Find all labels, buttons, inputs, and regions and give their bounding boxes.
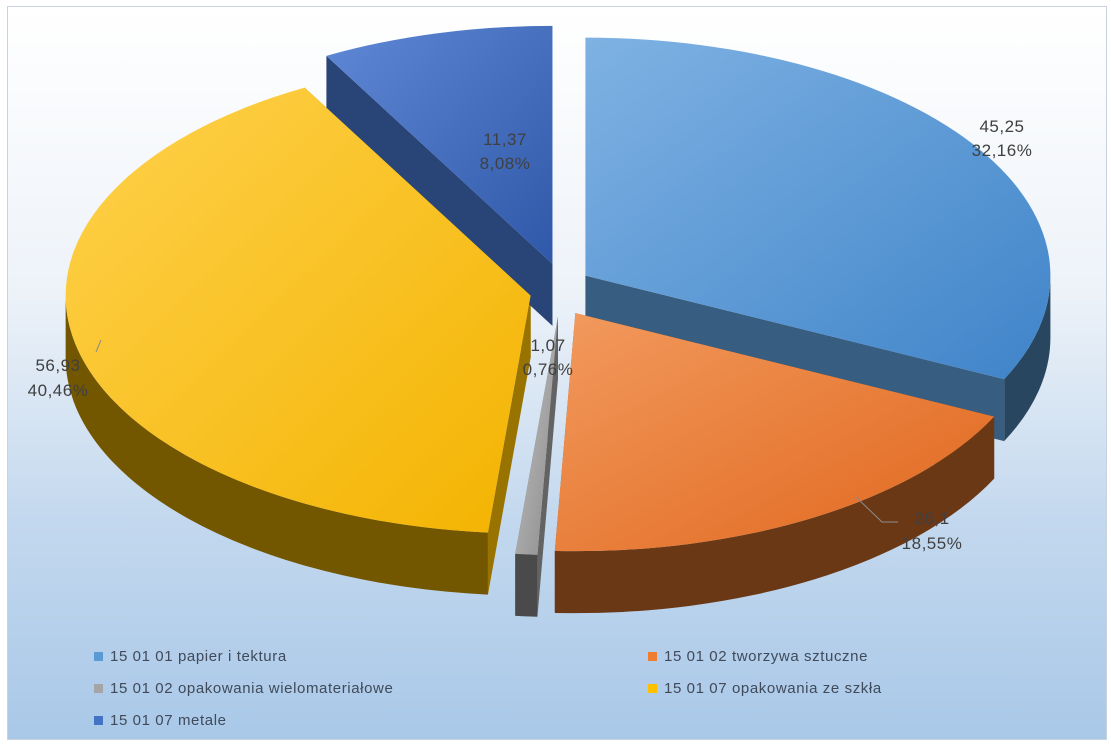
legend-item-papier: 15 01 01 papier i tektura: [94, 648, 287, 665]
legend-label: 15 01 07 opakowania ze szkła: [664, 680, 882, 697]
legend-label: 15 01 07 metale: [110, 712, 227, 729]
data-label-percent-3: 40,46%: [28, 381, 89, 400]
legend-item-szklo: 15 01 07 opakowania ze szkła: [648, 680, 882, 697]
pie-slice-wall-0-0: [1004, 275, 1051, 442]
legend-label: 15 01 02 tworzywa sztuczne: [664, 648, 869, 665]
data-label-value-2: 1,07: [530, 336, 565, 355]
data-label-percent-4: 8,08%: [480, 154, 531, 173]
pie-slice-0: [585, 37, 1051, 380]
data-label-value-3: 56,93: [35, 356, 80, 375]
legend-item-tworzywa: 15 01 02 tworzywa sztuczne: [648, 648, 868, 665]
legend-swatch-icon: [648, 652, 657, 661]
data-label-percent-0: 32,16%: [972, 141, 1033, 160]
leader-line-yellow: [95, 339, 102, 353]
legend-swatch-icon: [648, 684, 657, 693]
pie-slice-3: [65, 87, 531, 533]
legend-item-wielomaterialowe: 15 01 02 opakowania wielomateriałowe: [94, 680, 393, 697]
legend-swatch-icon: [94, 652, 103, 661]
data-labels: 45,25 32,16% 26,1 18,55% 1,07 0,76% 56,9…: [28, 117, 1033, 553]
pie-slice-2: [515, 316, 558, 555]
pie-slice-wall-2-0: [515, 553, 538, 617]
data-label-value-1: 26,1: [914, 509, 949, 528]
legend-item-metale: 15 01 07 metale: [94, 712, 227, 729]
data-label-value-0: 45,25: [979, 117, 1024, 136]
legend-swatch-icon: [94, 716, 103, 725]
legend-swatch-icon: [94, 684, 103, 693]
legend-label: 15 01 01 papier i tektura: [110, 648, 287, 665]
leader-line-orange: [855, 496, 898, 523]
data-label-value-4: 11,37: [483, 130, 527, 149]
pie-slice-wall-3-0: [65, 295, 488, 595]
legend-label: 15 01 02 opakowania wielomateriałowe: [110, 680, 394, 697]
data-label-percent-2: 0,76%: [523, 360, 574, 379]
pie-slice-face-4-0: [326, 55, 553, 326]
pie-slice-face-3-0: [487, 295, 531, 595]
pie-slice-1: [554, 313, 995, 552]
data-label-percent-1: 18,55%: [902, 534, 963, 553]
pie-tops: [65, 25, 1051, 555]
pie-slice-4: [326, 25, 553, 264]
pie-slice-wall-1-0: [554, 416, 995, 614]
